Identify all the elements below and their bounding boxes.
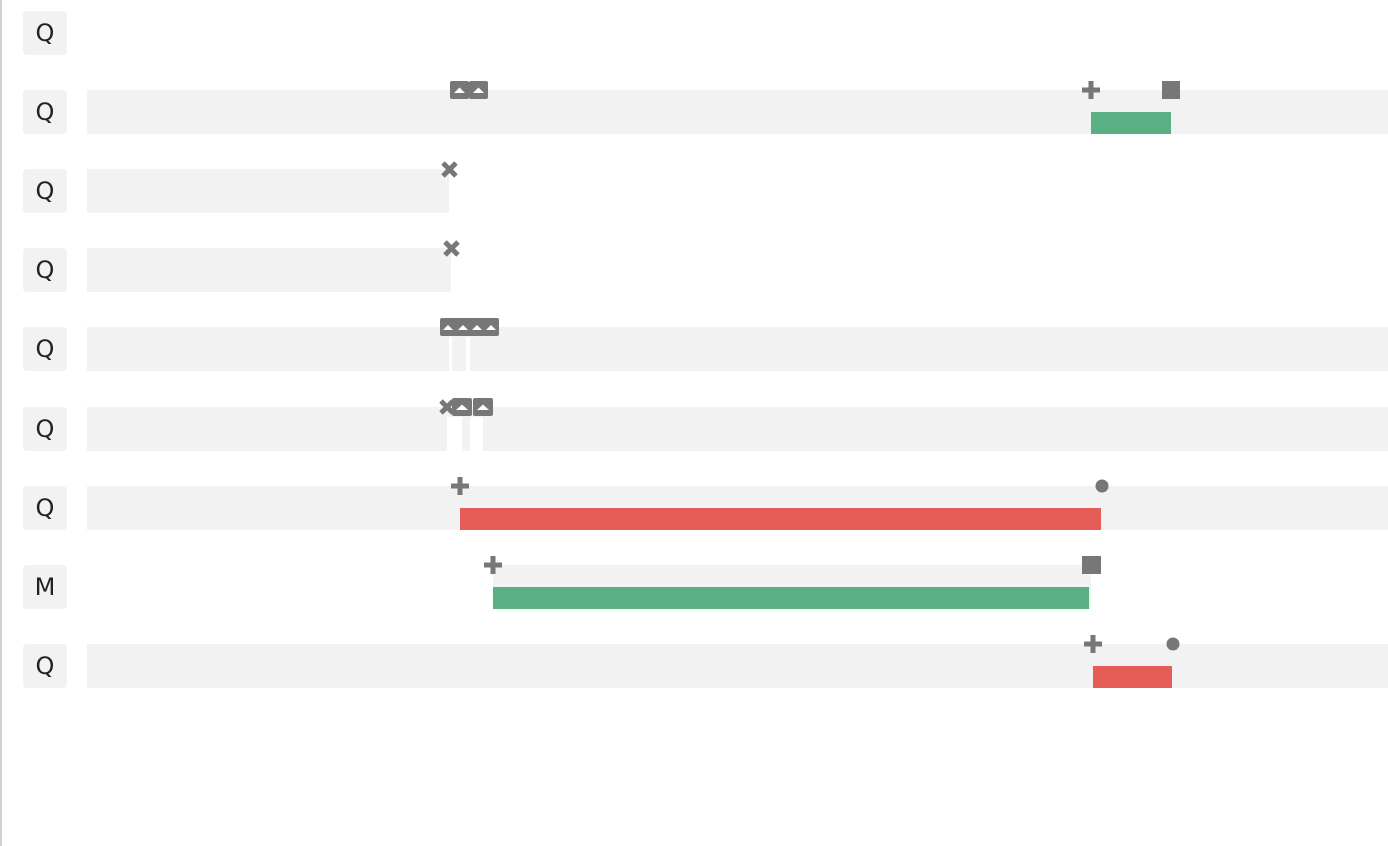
up-chevron-badge-icon[interactable]	[450, 81, 469, 99]
square-icon[interactable]	[1162, 81, 1180, 99]
row-2-bar[interactable]	[1091, 112, 1171, 134]
plus-icon[interactable]	[484, 556, 502, 574]
plus-icon[interactable]	[1084, 635, 1102, 653]
x-icon[interactable]	[440, 160, 459, 179]
row-5-track	[87, 327, 1388, 371]
row-5-gap	[466, 337, 470, 371]
plus-icon[interactable]	[1082, 81, 1100, 99]
up-chevron-badge-icon[interactable]	[452, 398, 472, 416]
x-icon[interactable]	[442, 239, 461, 258]
row-4-badge[interactable]: Q	[23, 248, 67, 292]
row-6-gap	[447, 417, 462, 451]
up-chevron-badge-icon[interactable]	[473, 398, 493, 416]
row-7-badge[interactable]: Q	[23, 486, 67, 530]
up-chevron-badge-icon[interactable]	[469, 81, 488, 99]
row-3-track	[87, 169, 449, 213]
row-6-track	[87, 407, 1388, 451]
plus-icon[interactable]	[451, 477, 469, 495]
row-7-bar[interactable]	[460, 508, 1101, 530]
row-2-track	[87, 90, 1388, 134]
dot-icon[interactable]	[1166, 637, 1180, 651]
row-1-badge[interactable]: Q	[23, 11, 67, 55]
row-6-gap	[470, 417, 483, 451]
row-8-badge[interactable]: M	[23, 565, 67, 609]
row-6-badge[interactable]: Q	[23, 407, 67, 451]
row-9-badge[interactable]: Q	[23, 644, 67, 688]
row-8-bar[interactable]	[493, 587, 1089, 609]
row-9-bar[interactable]	[1093, 666, 1172, 688]
row-4-track	[87, 248, 451, 292]
dot-icon[interactable]	[1095, 479, 1109, 493]
row-2-badge[interactable]: Q	[23, 90, 67, 134]
row-5-badge[interactable]: Q	[23, 327, 67, 371]
row-5-gap	[449, 337, 452, 371]
up-chevron-badge-icon-group	[440, 318, 499, 336]
row-9-track	[87, 644, 1388, 688]
left-border	[0, 0, 2, 846]
row-3-badge[interactable]: Q	[23, 169, 67, 213]
x-icon[interactable]	[438, 398, 456, 416]
square-icon[interactable]	[1082, 556, 1101, 574]
